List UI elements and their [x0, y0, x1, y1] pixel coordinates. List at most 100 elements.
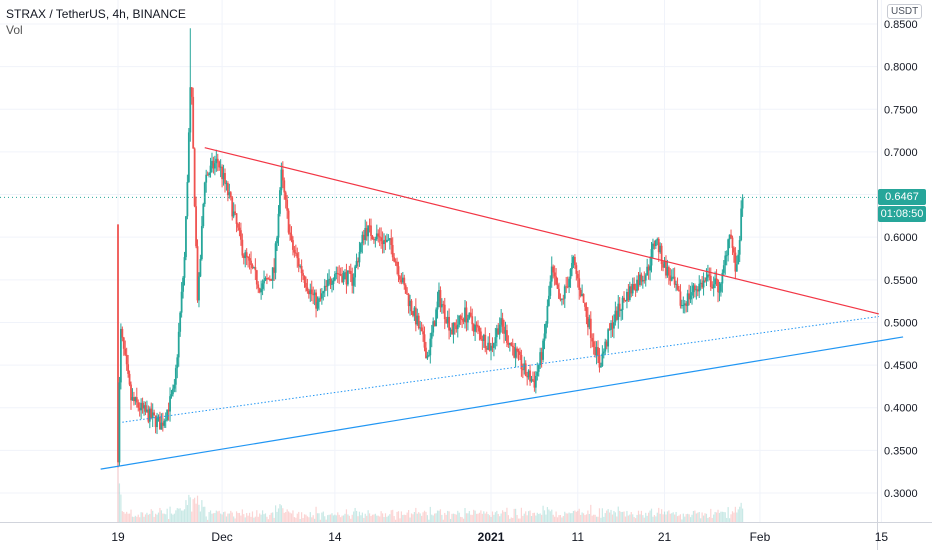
volume-bar: [529, 510, 531, 522]
candle-body: [231, 197, 234, 217]
volume-bar: [523, 513, 525, 522]
volume-bar: [633, 517, 635, 522]
volume-bar: [175, 510, 177, 522]
volume-bar: [723, 511, 725, 522]
volume-bar: [562, 515, 564, 522]
volume-bar: [296, 513, 298, 522]
volume-bar: [452, 513, 455, 522]
volume-bar: [355, 510, 358, 522]
grid: [0, 0, 882, 522]
candle: [510, 341, 513, 347]
candle-body: [312, 294, 315, 296]
candle-body: [173, 384, 176, 389]
volume-bar: [504, 511, 507, 522]
candle: [274, 241, 277, 280]
volume-bar: [435, 513, 437, 522]
candle: [475, 321, 478, 333]
candle: [728, 234, 731, 249]
candle-body: [362, 234, 365, 241]
candle: [605, 339, 608, 350]
candle-body: [605, 341, 608, 347]
volume-bar: [501, 510, 504, 522]
candle-body: [344, 272, 346, 274]
volume-bar: [131, 516, 134, 522]
candle: [232, 202, 235, 219]
volume-bar: [663, 511, 666, 522]
volume-bar: [554, 516, 556, 522]
candle-body: [679, 291, 682, 306]
candle: [682, 296, 685, 314]
candle: [422, 324, 424, 342]
candle: [261, 279, 264, 296]
volume-bar: [272, 512, 274, 522]
candle-body: [572, 256, 575, 263]
price-tick-label: 0.8500: [884, 19, 918, 31]
candle: [519, 347, 521, 361]
volume-bar: [436, 510, 439, 522]
candle-body: [396, 261, 398, 267]
volume-bar: [461, 517, 463, 522]
candle-body: [202, 204, 205, 227]
candle: [594, 340, 597, 358]
candle: [601, 345, 604, 367]
candle-body: [704, 280, 706, 282]
candle-body: [410, 300, 413, 312]
candle-body: [501, 318, 504, 327]
volume-bar: [402, 514, 404, 522]
volume-bar: [166, 508, 168, 522]
trendline-resistance: [204, 147, 879, 315]
candle-body: [318, 298, 320, 302]
candle: [508, 342, 511, 352]
volume-bar: [642, 515, 644, 522]
candle: [196, 239, 199, 303]
candle: [407, 292, 410, 314]
candle: [542, 338, 544, 363]
candle: [119, 323, 122, 390]
volume-bar: [293, 517, 295, 522]
candle-body: [636, 279, 638, 291]
volume-bar: [539, 513, 541, 522]
candle-body: [267, 278, 270, 280]
candle: [451, 322, 453, 336]
volume-bar: [150, 509, 152, 522]
candle: [643, 271, 646, 284]
candle-body: [423, 334, 426, 348]
candle-body: [185, 216, 187, 258]
candle-body: [234, 211, 237, 214]
candle: [410, 299, 413, 315]
candle: [549, 275, 552, 300]
candle: [341, 266, 344, 284]
volume-bar: [565, 513, 567, 522]
volume-bar: [383, 517, 385, 522]
candle: [226, 181, 229, 202]
volume-bar: [604, 513, 606, 522]
candle: [462, 317, 465, 325]
candle: [172, 384, 174, 397]
currency-unit-button[interactable]: USDT: [887, 4, 923, 19]
candle: [198, 272, 200, 308]
volume-bar: [513, 508, 515, 522]
candle-body: [469, 312, 472, 317]
candle: [621, 295, 624, 320]
candle-body: [166, 409, 169, 421]
volume-bar: [520, 507, 522, 522]
volume-bar: [614, 512, 616, 522]
volume-bar: [309, 512, 311, 522]
candle: [239, 222, 242, 246]
volume-bar: [130, 509, 132, 522]
candle-body: [307, 290, 310, 295]
candle: [530, 375, 533, 383]
volume-bar: [421, 515, 423, 522]
candle: [255, 269, 258, 290]
volume-bar: [342, 515, 345, 522]
candle-body: [500, 318, 503, 325]
volume-bar: [737, 509, 739, 522]
volume-bar: [593, 514, 595, 522]
volume-bar: [298, 511, 300, 522]
volume-bar: [448, 511, 450, 522]
volume-bar: [308, 517, 310, 522]
candle: [516, 346, 518, 359]
candle: [449, 327, 452, 338]
candle-body: [652, 243, 654, 250]
